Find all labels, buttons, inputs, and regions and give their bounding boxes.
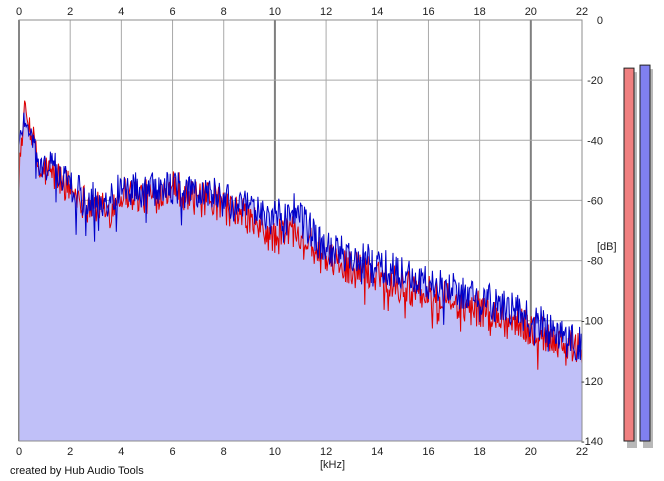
x-tick-label-top: 10 <box>269 6 281 18</box>
y-axis-title: [dB] <box>597 241 617 253</box>
left-channel-line <box>18 100 583 370</box>
x-tick-label-top: 16 <box>422 6 434 18</box>
x-axis-title: [kHz] <box>320 459 345 471</box>
y-tick-label: -120 <box>581 376 603 388</box>
x-tick-label-top: 18 <box>474 6 486 18</box>
level-meters <box>623 64 653 448</box>
x-tick-label-bottom: 16 <box>422 446 434 458</box>
x-tick-label-top: 6 <box>169 6 175 18</box>
x-tick-label-bottom: 10 <box>269 446 281 458</box>
right-channel-line <box>18 112 583 361</box>
x-tick-label-bottom: 12 <box>320 446 332 458</box>
x-tick-label-bottom: 22 <box>576 446 588 458</box>
plot-frame <box>18 19 583 442</box>
y-tick-label: -40 <box>587 135 603 147</box>
x-tick-label-bottom: 8 <box>221 446 227 458</box>
y-tick-label: -140 <box>581 436 603 448</box>
x-tick-label-top: 0 <box>16 6 22 18</box>
left-level-meter <box>623 67 635 442</box>
x-tick-label-top: 4 <box>118 6 124 18</box>
x-tick-label-bottom: 14 <box>371 446 383 458</box>
x-tick-label-bottom: 20 <box>525 446 537 458</box>
x-tick-labels-top: 0 2 4 6 8 10 12 14 16 18 20 22 <box>16 6 588 18</box>
y-tick-labels: 0 -20 -40 -60 -80 -100 -120 -140 <box>581 15 603 448</box>
x-tick-label-top: 2 <box>67 6 73 18</box>
y-tick-label: -20 <box>587 75 603 87</box>
x-tick-label-top: 14 <box>371 6 383 18</box>
x-tick-label-top: 20 <box>525 6 537 18</box>
x-tick-label-top: 22 <box>576 6 588 18</box>
x-tick-label-bottom: 18 <box>474 446 486 458</box>
x-tick-label-bottom: 4 <box>118 446 124 458</box>
x-tick-label-bottom: 2 <box>67 446 73 458</box>
x-tick-label-top: 8 <box>221 6 227 18</box>
x-tick-label-bottom: 0 <box>16 446 22 458</box>
y-tick-label: -80 <box>587 256 603 268</box>
right-level-meter <box>639 64 651 442</box>
spectrum-fill-area <box>19 100 582 441</box>
y-tick-label: -60 <box>587 195 603 207</box>
x-tick-labels-bottom: 0 2 4 6 8 10 12 14 16 18 20 22 <box>16 446 588 458</box>
credit-text: created by Hub Audio Tools <box>10 465 144 477</box>
y-tick-label: -100 <box>581 316 603 328</box>
x-tick-label-bottom: 6 <box>169 446 175 458</box>
y-tick-label: 0 <box>597 15 603 27</box>
x-tick-label-top: 12 <box>320 6 332 18</box>
